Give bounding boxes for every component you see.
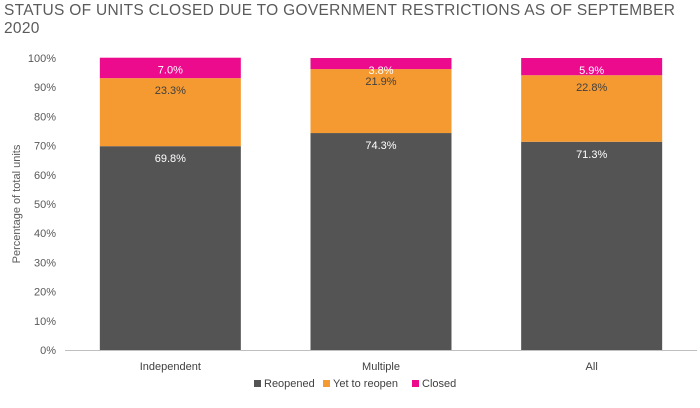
- legend-label: Reopened: [264, 378, 315, 390]
- data-label: 22.8%: [576, 82, 607, 94]
- y-tick-label: 30%: [34, 257, 56, 269]
- data-label: 23.3%: [155, 85, 186, 97]
- y-axis: 0% 10% 20% 30% 40% 50% 60% 70% 80% 90% 100% Percent…: [11, 53, 56, 357]
- data-label: 69.8%: [155, 153, 186, 165]
- y-tick-label: 60%: [34, 170, 56, 182]
- bars: 69.8% 23.3% 7.0% 74.3% 21.9%3.8% 71.3% 22.8% 5.…: [99, 57, 663, 350]
- bar-segment: [310, 58, 452, 70]
- x-tick-label: All: [586, 361, 598, 373]
- legend-label: Yet to reopen: [333, 378, 398, 390]
- data-label: 3.8%: [368, 65, 393, 77]
- y-tick-label: 0%: [40, 345, 56, 357]
- y-tick-label: 40%: [34, 228, 56, 240]
- legend-swatch: [412, 380, 419, 387]
- y-tick-label: 10%: [34, 316, 56, 328]
- y-tick-label: 90%: [34, 82, 56, 94]
- legend: Reopened Yet to reopen Closed: [254, 378, 456, 390]
- legend-swatch: [323, 380, 330, 387]
- bar-segment: [99, 57, 241, 79]
- y-tick-label: 80%: [34, 111, 56, 123]
- bar-segment: [521, 75, 663, 142]
- bar-segment: [310, 133, 452, 350]
- bar-segment: [521, 141, 663, 350]
- data-label: 74.3%: [365, 140, 396, 152]
- data-label: 5.9%: [579, 65, 604, 77]
- legend-label: Closed: [422, 378, 456, 390]
- data-label: 7.0%: [158, 65, 183, 77]
- y-tick-label: 20%: [34, 287, 56, 299]
- y-tick-label: 70%: [34, 141, 56, 153]
- bar-segment: [521, 58, 663, 76]
- bar-segment: [99, 78, 241, 147]
- y-axis-label: Percentage of total units: [11, 144, 23, 263]
- y-tick-label: 50%: [34, 199, 56, 211]
- x-axis: Independent Multiple All: [65, 350, 697, 373]
- y-tick-label: 100%: [28, 53, 56, 65]
- chart-title: STATUS OF UNITS CLOSED DUE TO GOVERNMENT…: [4, 2, 676, 37]
- data-label: 21.9%: [365, 76, 396, 88]
- data-label: 71.3%: [576, 149, 607, 161]
- x-tick-label: Multiple: [362, 361, 400, 373]
- bar-segment: [310, 69, 452, 134]
- legend-swatch: [254, 380, 261, 387]
- x-tick-label: Independent: [140, 361, 201, 373]
- bar-segment: [99, 146, 241, 350]
